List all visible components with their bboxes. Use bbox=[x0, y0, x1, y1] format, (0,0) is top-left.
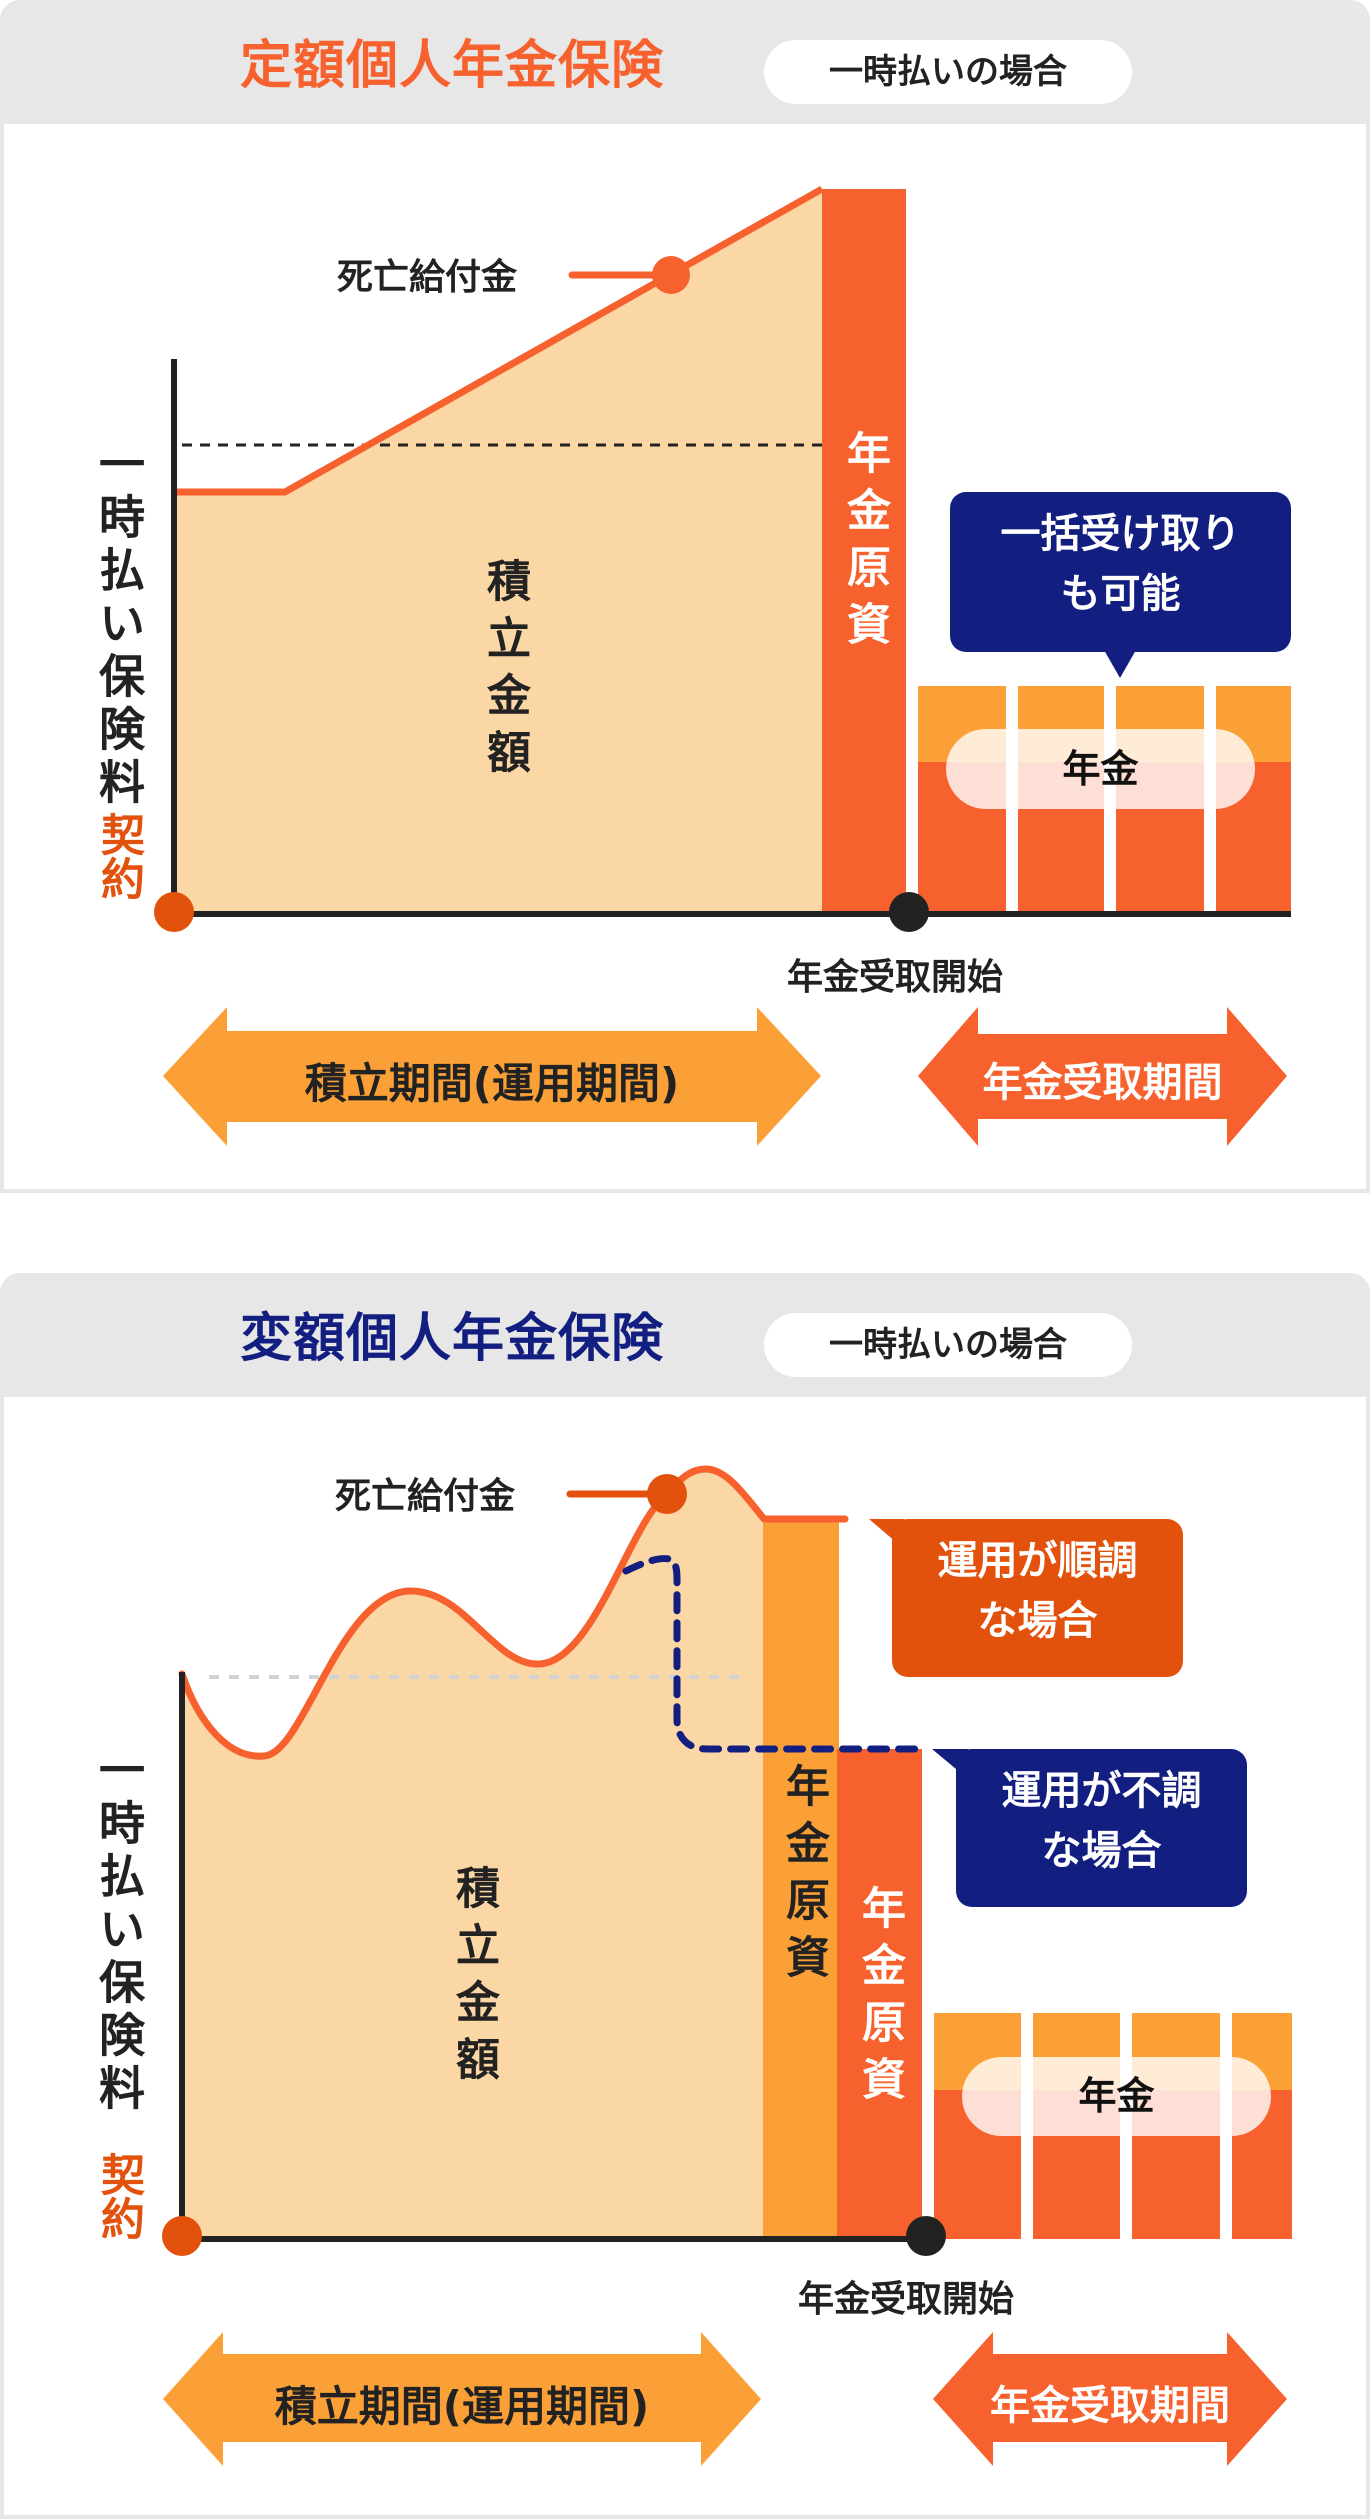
good-performance-bubble: 運用が順調 な場合 bbox=[892, 1531, 1183, 1671]
contract-dot bbox=[162, 2216, 202, 2256]
pension-pill: 年金 bbox=[962, 2057, 1271, 2136]
contract-label: 契約 bbox=[93, 2152, 144, 2240]
pension-fund-poor-label: 年金原資 bbox=[854, 1885, 905, 2113]
variable-annuity-panel: 変額個人年金保険 一時払いの場合 bbox=[0, 1273, 1370, 2519]
accumulation-period-arrow bbox=[163, 2332, 761, 2466]
lump-sum-line-2: も可能 bbox=[1060, 571, 1181, 617]
pension-fund-good-label: 年金原資 bbox=[778, 1763, 829, 1991]
fixed-annuity-panel: 定額個人年金保険 一時払いの場合 一時払い保険料 契 bbox=[0, 0, 1370, 1193]
y-axis-label: 一時払い保険料 bbox=[92, 440, 146, 811]
poor-performance-bubble: 運用が不調 な場合 bbox=[956, 1761, 1247, 1901]
good-bubble-line-2: な場合 bbox=[977, 1598, 1098, 1644]
accumulated-amount-label: 積立金額 bbox=[448, 1865, 499, 2093]
poor-bubble-line-1: 運用が不調 bbox=[1001, 1768, 1202, 1814]
pension-start-dot bbox=[889, 892, 929, 932]
pension-period-label: 年金受取期間 bbox=[990, 2383, 1230, 2429]
good-bubble-tail bbox=[869, 1519, 904, 1549]
pension-period-arrow bbox=[918, 1007, 1287, 1146]
panel-title: 定額個人年金保険 bbox=[240, 36, 665, 96]
payment-type-badge: 一時払いの場合 bbox=[764, 1313, 1132, 1377]
lump-sum-bubble-bg bbox=[950, 492, 1291, 652]
death-benefit-label: 死亡給付金 bbox=[335, 1476, 516, 1517]
good-bubble-line-1: 運用が順調 bbox=[937, 1538, 1138, 1584]
payment-type-badge: 一時払いの場合 bbox=[764, 40, 1132, 104]
poor-bubble-tail bbox=[932, 1749, 968, 1779]
panel-title: 変額個人年金保険 bbox=[240, 1309, 665, 1369]
death-benefit-line bbox=[174, 185, 824, 496]
accumulated-area bbox=[182, 1469, 764, 2239]
pension-start-label: 年金受取開始 bbox=[787, 957, 1004, 998]
lump-sum-bubble: 一括受け取り も可能 bbox=[950, 504, 1291, 640]
death-benefit-dot bbox=[652, 256, 690, 294]
pension-fund-label: 年金原資 bbox=[839, 430, 890, 658]
good-bubble-bg bbox=[892, 1519, 1183, 1677]
death-benefit-label: 死亡給付金 bbox=[337, 257, 518, 298]
poor-bubble-line-2: な場合 bbox=[1041, 1828, 1162, 1874]
pension-start-dot bbox=[906, 2216, 946, 2256]
contract-dot bbox=[154, 892, 194, 932]
panel-header bbox=[4, 4, 1366, 124]
y-axis-label: 一時払い保険料 bbox=[92, 1746, 146, 2117]
poor-performance-line bbox=[622, 1555, 925, 1753]
death-benefit-dot bbox=[647, 1474, 687, 1514]
accumulation-period-arrow bbox=[163, 1007, 821, 1146]
pension-fund-bar-good bbox=[763, 1519, 839, 2239]
pension-pill: 年金 bbox=[946, 729, 1255, 809]
pension-fund-bar bbox=[822, 189, 906, 914]
poor-bubble-bg bbox=[956, 1749, 1247, 1907]
accumulated-area bbox=[174, 189, 822, 914]
accumulation-period-label: 積立期間(運用期間) bbox=[274, 2382, 650, 2431]
death-benefit-line bbox=[178, 1465, 849, 1760]
contract-label: 契約 bbox=[93, 812, 144, 900]
panel-header bbox=[4, 1277, 1366, 1397]
pension-fund-bar-poor bbox=[837, 1749, 922, 2239]
lump-sum-bubble-tail bbox=[1104, 650, 1136, 678]
pension-start-label: 年金受取開始 bbox=[798, 2279, 1015, 2320]
pension-period-arrow bbox=[933, 2332, 1287, 2466]
pension-period-label: 年金受取期間 bbox=[982, 1060, 1223, 1106]
accumulation-period-label: 積立期間(運用期間) bbox=[304, 1059, 680, 1108]
accumulated-amount-label: 積立金額 bbox=[479, 558, 530, 786]
lump-sum-line-1: 一括受け取り bbox=[1000, 511, 1241, 557]
